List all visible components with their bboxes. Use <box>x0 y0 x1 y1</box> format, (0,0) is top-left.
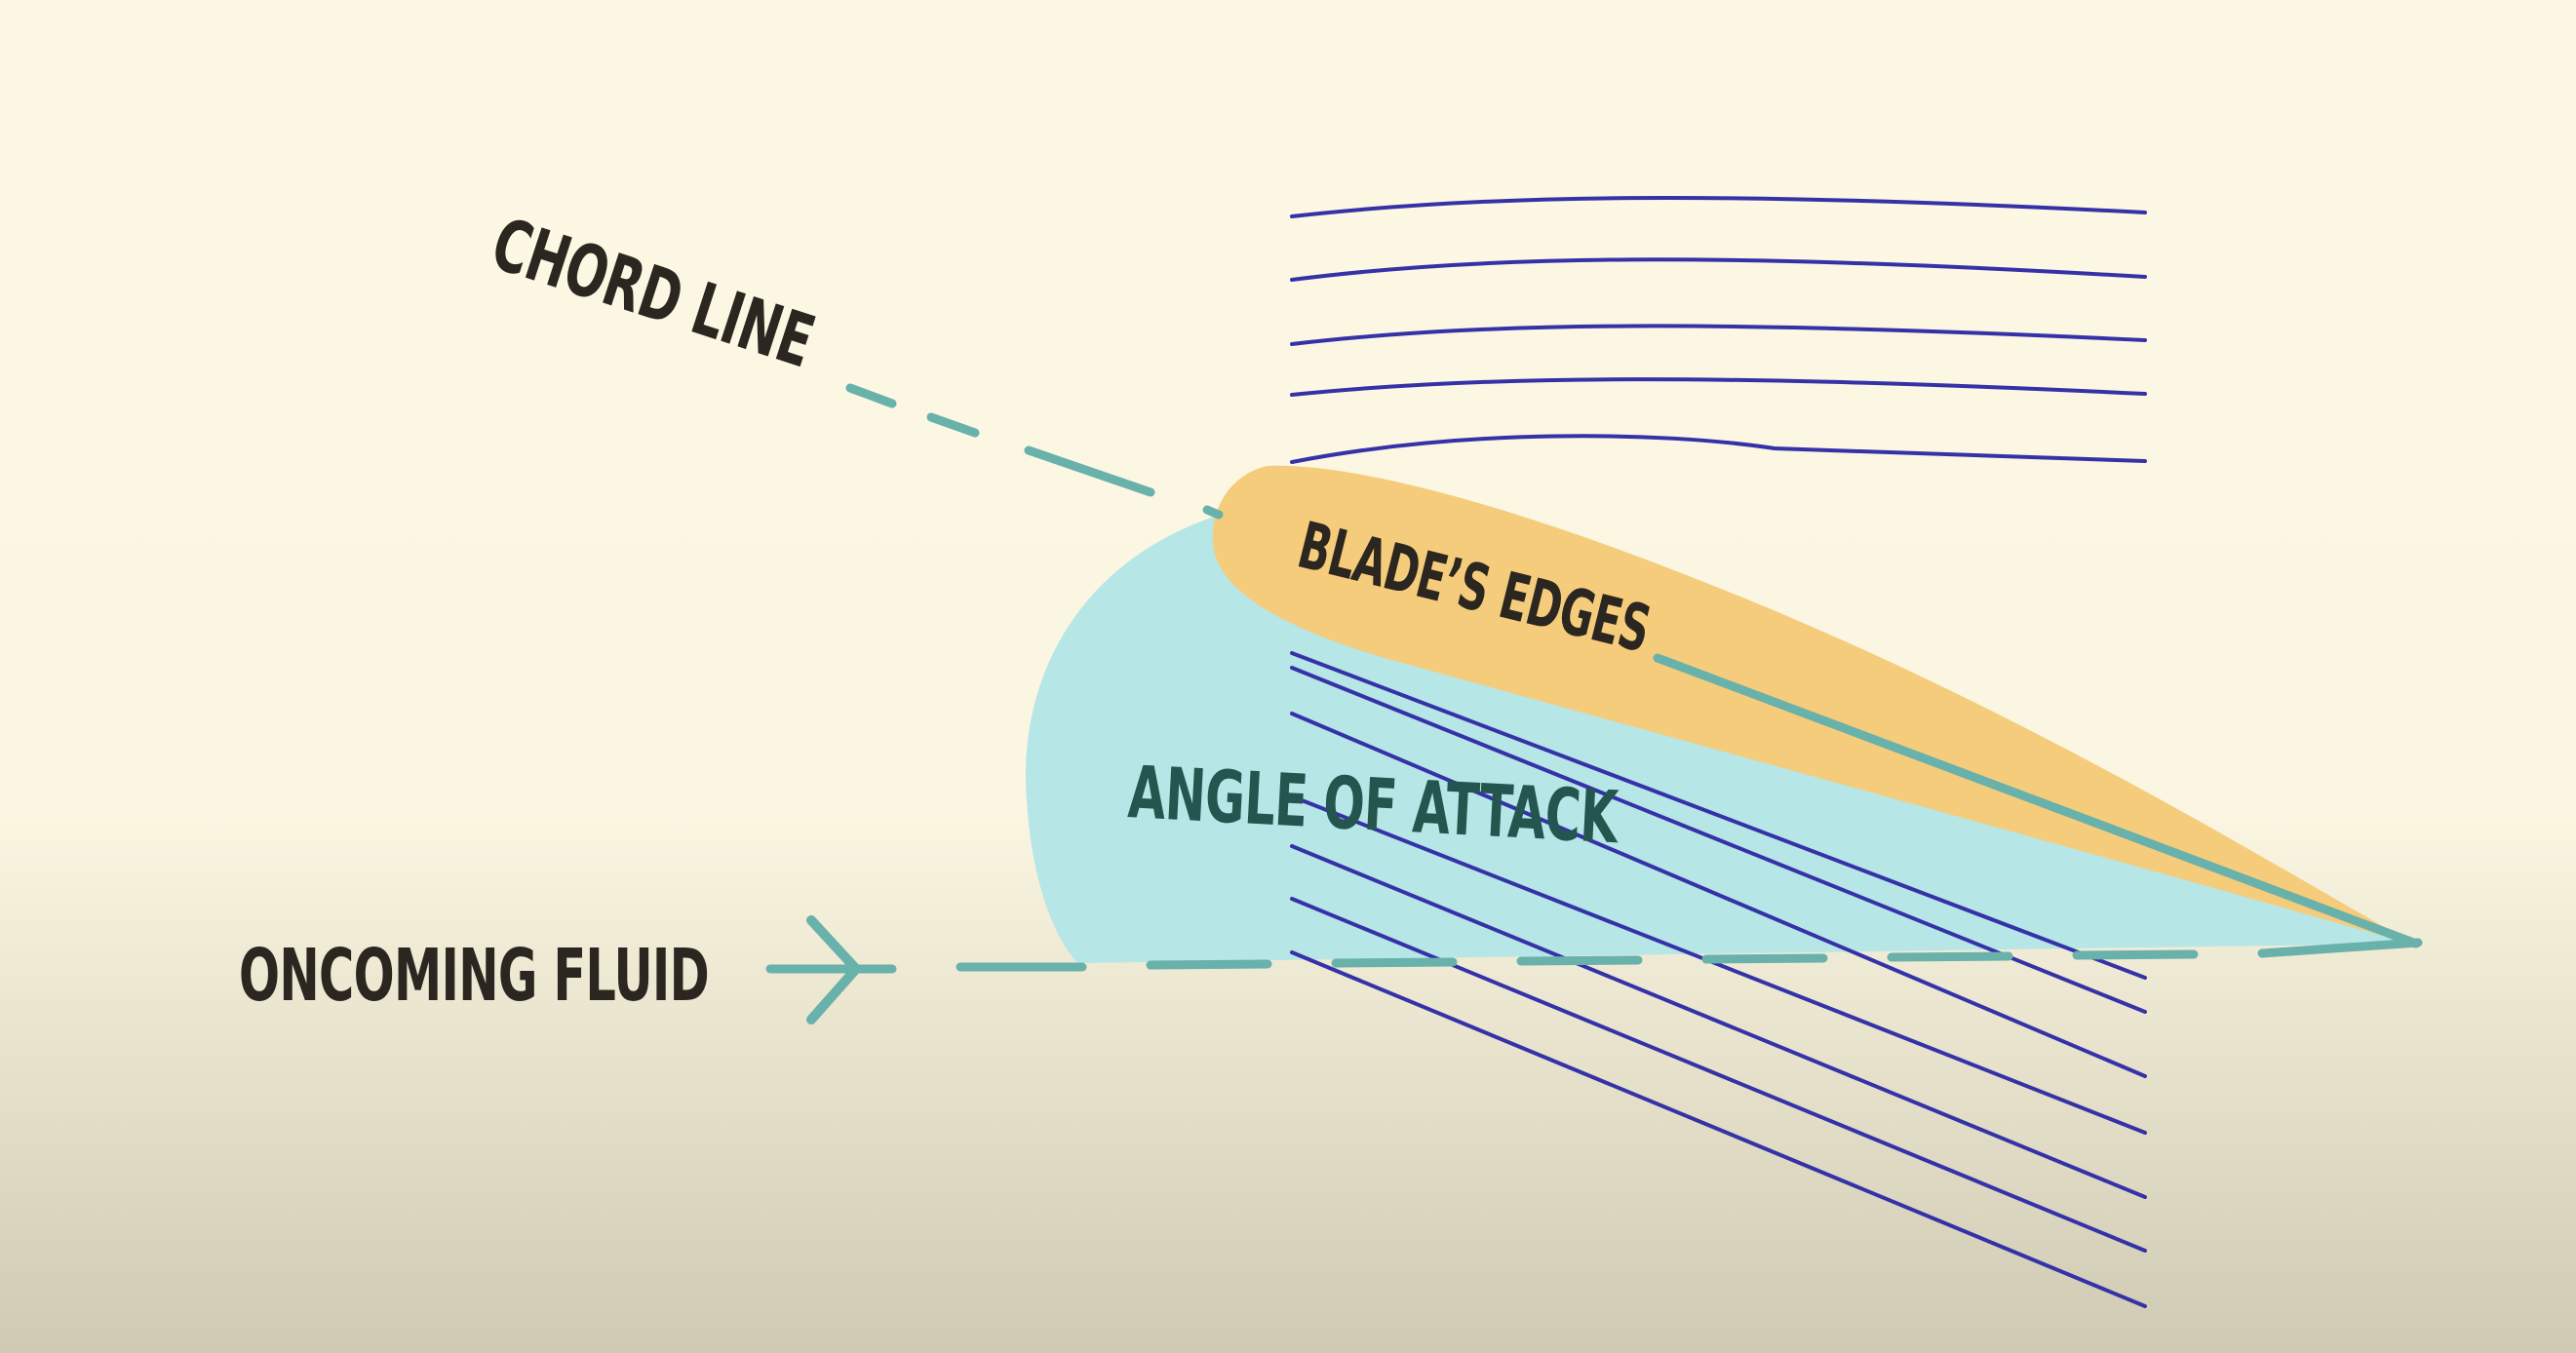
arrowhead-right-icon <box>806 915 861 1024</box>
upper-streamline <box>1290 324 2147 346</box>
fluid-line-dash <box>1331 957 1458 968</box>
blade-airfoil <box>1212 465 2416 946</box>
chord-line <box>845 383 2421 948</box>
lower-streamline <box>1290 897 2147 1253</box>
lower-streamline <box>1290 950 2147 1308</box>
upper-streamline <box>1290 257 2147 282</box>
fluid-line-dash <box>2257 938 2423 958</box>
chord-line-dash <box>845 383 897 408</box>
fluid-line-dash <box>1701 953 1828 964</box>
lower-streamline <box>1290 712 2147 1078</box>
chord-line-dash <box>1024 445 1155 497</box>
fluid-line-dash <box>1887 951 2013 962</box>
chord-line-solid <box>1653 653 2421 948</box>
lower-streamline <box>1290 844 2147 1199</box>
fluid-line-dash <box>2072 949 2199 960</box>
upper-streamline <box>1290 434 2147 464</box>
upper-streamlines <box>1290 195 2147 464</box>
oncoming-fluid-line <box>765 938 2423 974</box>
chord-line-dash <box>1202 505 1224 520</box>
lower-streamline <box>1290 651 2147 980</box>
lower-streamline <box>1290 794 2147 1135</box>
upper-streamline <box>1290 195 2147 218</box>
chord-line-dash <box>926 412 980 438</box>
upper-streamline <box>1290 377 2147 397</box>
fluid-line-dash <box>1516 955 1643 966</box>
oncoming-fluid-label: ONCOMING FLUID <box>239 934 709 1018</box>
fluid-line-dash <box>1146 959 1272 970</box>
